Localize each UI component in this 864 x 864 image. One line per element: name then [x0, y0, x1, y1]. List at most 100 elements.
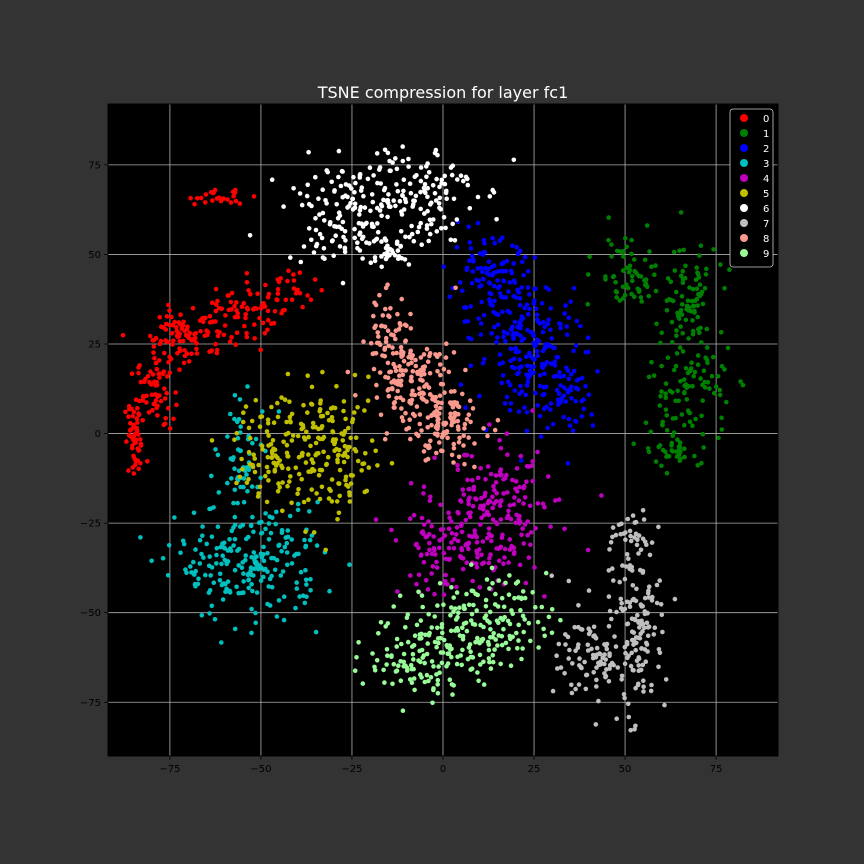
- point-digit-2: [569, 395, 574, 401]
- point-digit-8: [424, 399, 429, 404]
- point-digit-3: [259, 530, 265, 536]
- point-digit-3: [209, 603, 215, 609]
- point-digit-9: [424, 672, 430, 678]
- point-digit-6: [425, 208, 430, 214]
- point-digit-9: [385, 653, 390, 658]
- point-digit-3: [273, 521, 279, 527]
- point-digit-7: [623, 650, 628, 656]
- point-digit-2: [541, 319, 546, 325]
- point-digit-3: [212, 617, 218, 622]
- point-digit-1: [622, 292, 628, 298]
- point-digit-4: [530, 478, 536, 484]
- point-digit-4: [487, 555, 492, 561]
- point-digit-4: [443, 579, 448, 584]
- point-digit-1: [677, 345, 683, 350]
- point-digit-2: [462, 305, 467, 310]
- point-digit-3: [197, 538, 203, 543]
- point-digit-9: [528, 638, 533, 644]
- point-digit-8: [382, 324, 388, 330]
- legend-marker-4: [740, 174, 748, 182]
- point-digit-2: [527, 372, 533, 378]
- point-digit-7: [594, 652, 600, 658]
- point-digit-2: [568, 372, 574, 377]
- point-digit-9: [453, 617, 459, 622]
- point-digit-5: [209, 438, 215, 443]
- point-digit-7: [636, 681, 641, 687]
- point-digit-3: [241, 484, 246, 490]
- point-digit-7: [621, 692, 627, 697]
- point-digit-8: [398, 382, 404, 388]
- point-digit-2: [571, 286, 577, 291]
- series-1: [585, 210, 746, 476]
- point-digit-4: [460, 556, 466, 561]
- point-digit-2: [557, 321, 562, 326]
- point-digit-3: [298, 569, 304, 575]
- point-digit-2: [535, 403, 540, 408]
- point-digit-7: [630, 513, 636, 518]
- point-digit-7: [654, 582, 660, 588]
- point-digit-0: [190, 305, 196, 311]
- point-digit-4: [511, 502, 517, 507]
- point-digit-2: [528, 329, 534, 335]
- point-digit-9: [515, 646, 520, 651]
- point-digit-9: [501, 604, 507, 610]
- point-digit-9: [449, 585, 454, 590]
- point-digit-8: [398, 395, 403, 401]
- point-digit-4: [470, 534, 475, 540]
- point-digit-6: [342, 249, 348, 255]
- point-digit-8: [408, 348, 414, 354]
- point-digit-1: [673, 415, 678, 421]
- point-digit-4: [489, 538, 494, 544]
- point-digit-4: [425, 587, 431, 592]
- point-digit-8: [377, 292, 382, 298]
- point-digit-1: [639, 299, 644, 304]
- point-digit-4: [504, 515, 510, 521]
- point-digit-7: [609, 616, 614, 622]
- point-digit-4: [473, 561, 479, 566]
- point-digit-4: [470, 477, 475, 483]
- point-digit-2: [568, 387, 574, 393]
- point-digit-3: [200, 533, 205, 538]
- point-digit-6: [301, 244, 307, 249]
- point-digit-0: [163, 416, 168, 421]
- point-digit-1: [680, 349, 686, 354]
- point-digit-6: [441, 215, 447, 220]
- point-digit-5: [269, 404, 274, 410]
- point-digit-6: [421, 185, 427, 191]
- point-digit-6: [334, 224, 339, 230]
- point-digit-6: [329, 238, 335, 244]
- y-tick-label: −50: [80, 608, 101, 619]
- point-digit-5: [252, 456, 257, 461]
- point-digit-6: [418, 178, 424, 184]
- point-digit-4: [434, 559, 439, 565]
- point-digit-3: [253, 610, 258, 616]
- point-digit-0: [265, 308, 271, 314]
- point-digit-1: [664, 413, 670, 418]
- point-digit-1: [665, 276, 671, 281]
- point-digit-2: [533, 390, 538, 396]
- point-digit-2: [502, 401, 508, 406]
- point-digit-3: [237, 397, 243, 402]
- point-digit-6: [455, 177, 460, 182]
- point-digit-5: [241, 410, 246, 416]
- point-digit-1: [635, 286, 640, 292]
- point-digit-2: [500, 309, 505, 315]
- point-digit-4: [455, 467, 461, 473]
- point-digit-9: [403, 663, 408, 668]
- point-digit-0: [123, 409, 128, 415]
- point-digit-7: [633, 723, 638, 729]
- y-tick-label: −75: [80, 698, 101, 709]
- point-digit-7: [642, 595, 648, 601]
- point-digit-7: [643, 659, 649, 664]
- point-digit-5: [289, 500, 294, 506]
- point-digit-8: [382, 345, 388, 351]
- point-digit-1: [711, 390, 717, 396]
- point-digit-4: [507, 547, 513, 552]
- point-digit-3: [231, 543, 236, 548]
- point-digit-1: [677, 440, 683, 446]
- point-digit-3: [228, 411, 233, 417]
- point-digit-2: [512, 280, 518, 285]
- point-digit-5: [246, 449, 252, 455]
- point-digit-6: [375, 229, 381, 235]
- point-digit-0: [262, 331, 268, 336]
